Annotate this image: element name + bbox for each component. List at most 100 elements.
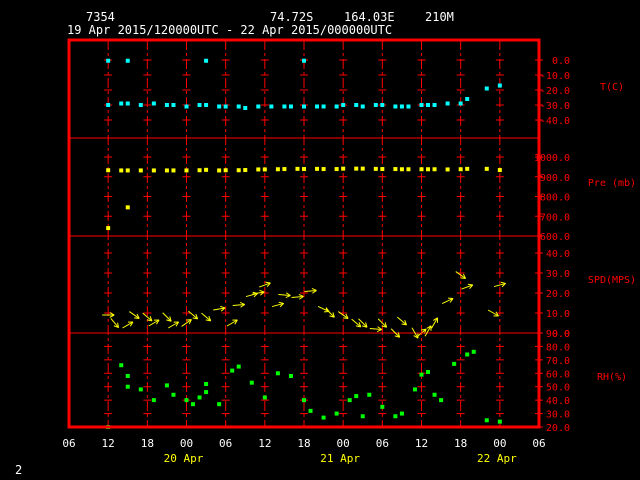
- humidity-point: [497, 419, 502, 424]
- wind-shaft: [396, 316, 407, 326]
- pressure-point: [125, 205, 130, 210]
- wind-arrow: [396, 316, 407, 326]
- wind-head: [253, 293, 258, 298]
- pressure-point: [406, 167, 411, 172]
- wind-shaft: [455, 271, 466, 279]
- x-tick-label: 00: [180, 437, 193, 450]
- wind-arrow: [351, 318, 362, 328]
- temperature-point: [217, 104, 222, 109]
- temperature-point: [125, 101, 130, 106]
- y-tick-label: 0.0: [552, 329, 570, 340]
- pressure-point: [262, 167, 267, 172]
- pressure-point: [341, 166, 346, 171]
- temperature-point: [256, 104, 261, 109]
- pressure-point: [282, 167, 287, 172]
- temperature-point: [106, 103, 111, 107]
- temperature-point: [321, 104, 326, 109]
- humidity-point: [204, 382, 209, 387]
- x-tick-label: 18: [297, 437, 310, 450]
- pressure-point: [125, 168, 130, 173]
- x-tick-label: 00: [337, 437, 350, 450]
- temperature-point: [302, 58, 306, 63]
- longitude: 164.03E: [344, 10, 395, 24]
- wind-shaft: [162, 312, 172, 322]
- pressure-point: [380, 167, 385, 172]
- wind-arrow: [148, 319, 160, 327]
- wind-shaft: [304, 289, 317, 293]
- y-tick-label: 30.0: [546, 410, 570, 421]
- pressure-point: [497, 168, 502, 173]
- x-tick-label: 18: [454, 437, 467, 450]
- page-number: 2: [15, 463, 23, 477]
- pressure-point: [360, 166, 365, 171]
- humidity-point: [321, 415, 326, 420]
- pressure-point: [197, 168, 202, 173]
- plot-frame: [67, 38, 541, 429]
- temperature-point: [373, 103, 378, 107]
- humidity-point: [204, 390, 209, 395]
- pressure-point: [171, 168, 176, 173]
- wind-head: [188, 319, 192, 325]
- temperature-point: [243, 106, 248, 110]
- wind-arrow: [252, 289, 265, 296]
- wind-arrow: [291, 294, 304, 300]
- humidity-point: [262, 395, 267, 400]
- temperature-point: [288, 104, 293, 109]
- wind-head: [449, 298, 454, 303]
- temperature-point: [125, 58, 130, 63]
- wind-head: [426, 325, 432, 329]
- humidity-point: [197, 395, 202, 400]
- wind-shaft: [181, 319, 192, 327]
- pressure-point: [419, 167, 424, 172]
- wind-head: [192, 317, 198, 320]
- wind-head: [156, 319, 160, 325]
- wind-head: [404, 320, 407, 326]
- wind-head: [134, 317, 140, 319]
- wind-arrow: [259, 281, 271, 288]
- wind-head: [500, 281, 506, 284]
- panel-title: RH(%): [597, 372, 627, 383]
- pressure-point: [302, 167, 306, 172]
- wind-head: [259, 291, 265, 296]
- wind-arrow: [424, 325, 432, 337]
- wind-shaft: [129, 311, 140, 319]
- wind-arrow: [304, 288, 317, 294]
- humidity-point: [308, 408, 313, 413]
- humidity-point: [471, 349, 476, 354]
- wind-arrow: [167, 321, 180, 329]
- pressure-point: [373, 166, 378, 171]
- pressure-point: [223, 168, 228, 173]
- humidity-point: [419, 372, 424, 377]
- humidity-point: [426, 369, 431, 374]
- wind-shaft: [226, 319, 238, 327]
- y-tick-label: 30.0: [546, 269, 570, 280]
- wind-head: [421, 328, 427, 331]
- wind-head: [239, 302, 245, 305]
- humidity-point: [347, 398, 352, 403]
- pressure-point: [458, 167, 463, 172]
- wind-head: [394, 335, 400, 338]
- wind-head: [266, 282, 271, 288]
- pressure-point: [334, 167, 339, 172]
- wind-head: [362, 325, 368, 328]
- wind-head: [312, 290, 317, 294]
- x-tick-label: 06: [219, 437, 232, 450]
- temperature-point: [138, 103, 143, 107]
- elevation: 210M: [425, 10, 454, 24]
- humidity-point: [171, 392, 176, 397]
- pressure-point: [236, 168, 241, 173]
- wind-arrow: [278, 292, 291, 298]
- wind-arrow: [325, 308, 335, 318]
- wind-arrow: [110, 318, 120, 329]
- wind-head: [166, 319, 172, 322]
- wind-shaft: [188, 310, 198, 320]
- temperature-point: [282, 104, 287, 109]
- temperature-point: [484, 86, 489, 91]
- humidity-point: [230, 368, 235, 373]
- wind-arrow: [181, 319, 192, 327]
- temperature-point: [458, 101, 463, 106]
- wind-shaft: [487, 309, 499, 317]
- temperature-point: [269, 104, 274, 109]
- wind-head: [186, 319, 192, 321]
